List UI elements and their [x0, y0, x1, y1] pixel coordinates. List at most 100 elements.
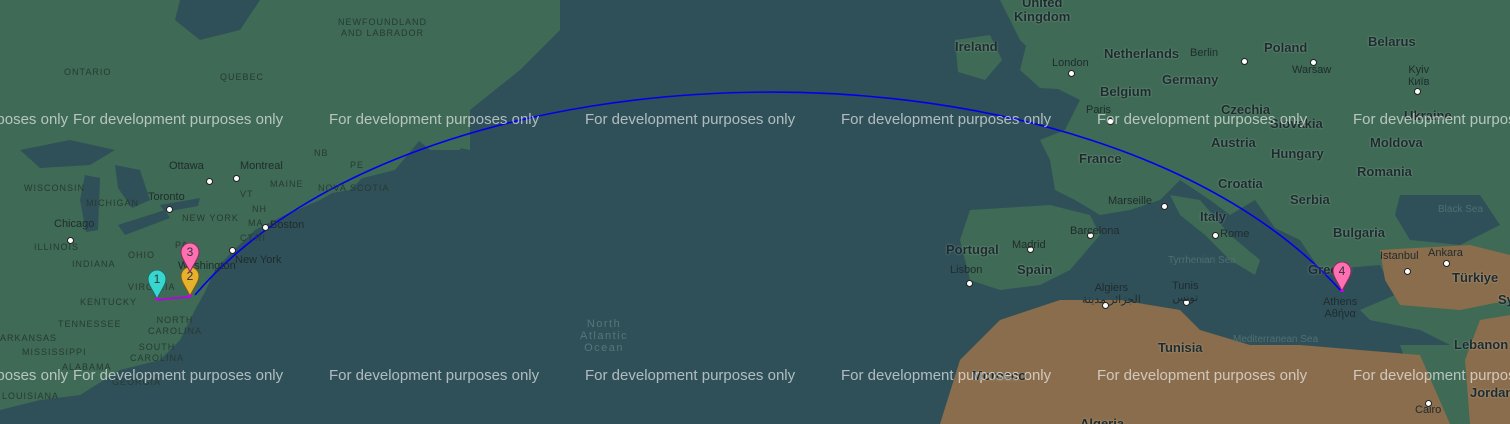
label-rome: Rome — [1220, 228, 1250, 240]
label-czechia: Czechia — [1221, 102, 1271, 117]
map-marker-2[interactable]: 2 — [180, 267, 200, 297]
marker-number: 4 — [1338, 264, 1346, 278]
boston-dot — [262, 224, 269, 231]
label-nh: NH — [252, 204, 267, 214]
watermark-text: For development purposes only — [1097, 111, 1308, 128]
marker-number: 3 — [186, 245, 194, 259]
label-turkiye: Türkiye — [1452, 270, 1499, 285]
watermark-text: For development purposes only — [1353, 111, 1510, 128]
label-ukraine: Ukraine — [1404, 108, 1452, 123]
label-slovakia: Slovakia — [1270, 116, 1323, 131]
new-york-dot — [229, 247, 236, 254]
map-pin-icon — [1332, 262, 1352, 292]
ireland-land — [955, 35, 1002, 80]
label-indiana: INDIANA — [72, 259, 116, 269]
label-ottawa: Ottawa — [169, 160, 204, 172]
map-marker-3[interactable]: 3 — [180, 243, 200, 273]
watermark-text: For development purposes only — [73, 367, 284, 384]
label-romania: Romania — [1357, 164, 1412, 179]
marker-number: 2 — [186, 269, 194, 283]
warsaw-dot — [1310, 59, 1317, 66]
label-france: France — [1079, 151, 1122, 166]
label-syria: Sy — [1498, 292, 1510, 307]
label-portugal: Portugal — [946, 242, 999, 257]
label-lebanon: Lebanon — [1454, 337, 1509, 352]
map-pin-icon — [180, 243, 200, 273]
watermark-text: For development purposes only — [0, 111, 69, 128]
map-marker-4[interactable]: 4 — [1332, 262, 1352, 292]
black-sea-water — [1395, 195, 1500, 245]
label-nb: NB — [314, 148, 329, 158]
hudson-strait-water — [175, 0, 260, 40]
label-tunisia: Tunisia — [1158, 340, 1203, 355]
label-montreal: Montreal — [240, 160, 283, 172]
watermark-text: For development purposes only — [841, 111, 1052, 128]
nova-scotia-land — [300, 165, 370, 195]
label-marseille: Marseille — [1108, 195, 1153, 207]
label-lisbon: Lisbon — [950, 264, 983, 276]
label-black-sea: Black Sea — [1438, 204, 1484, 215]
north-africa-land — [940, 300, 1450, 424]
label-italy: Italy — [1200, 209, 1227, 224]
label-austria: Austria — [1211, 135, 1256, 150]
label-barcelona: Barcelona — [1070, 225, 1120, 237]
label-berlin: Berlin — [1190, 47, 1219, 59]
label-ankara: Ankara — [1428, 247, 1463, 259]
map-pin-icon — [147, 270, 167, 300]
label-toronto: Toronto — [148, 191, 185, 203]
label-nova-scotia: NOVA SCOTIA — [318, 183, 390, 193]
label-tunis: Tunis تونس — [1172, 280, 1199, 304]
marseille-dot — [1161, 203, 1168, 210]
label-vt: VT — [240, 189, 254, 199]
label-louisiana: LOUISIANA — [2, 391, 60, 401]
label-morocco: Morocco — [972, 368, 1027, 383]
label-ct: CT — [240, 233, 254, 243]
label-newfoundland: NEWFOUNDLAND AND LABRADOR — [338, 17, 428, 38]
london-dot — [1068, 70, 1075, 77]
lake-michigan — [80, 175, 100, 232]
mediterranean-water — [1000, 280, 1450, 345]
istanbul-dot — [1404, 268, 1411, 275]
cairo-dot — [1425, 400, 1432, 407]
berlin-dot — [1241, 58, 1248, 65]
anatolia-land — [1380, 245, 1510, 310]
label-madrid: Madrid — [1012, 239, 1046, 251]
label-united-kingdom: United Kingdom — [1014, 0, 1071, 24]
kyiv-dot — [1414, 88, 1421, 95]
label-new-york-city: New York — [235, 254, 282, 266]
marker-number: 1 — [153, 272, 161, 286]
label-south-carolina: SOUTH CAROLINA — [130, 342, 185, 363]
label-serbia: Serbia — [1290, 192, 1330, 207]
label-algeria: Algeria — [1080, 416, 1125, 424]
label-maine: MAINE — [270, 179, 304, 189]
madrid-dot — [1027, 246, 1034, 253]
label-north-atlantic-ocean: North Atlantic Ocean — [580, 318, 629, 354]
watermark-text: For development purposes only — [329, 111, 540, 128]
watermark-text: For development purposes only — [585, 367, 796, 384]
label-boston: Boston — [270, 219, 305, 231]
label-quebec: QUEBEC — [220, 72, 265, 82]
label-netherlands: Netherlands — [1104, 46, 1180, 61]
watermark-text: For development purposes only — [1097, 367, 1308, 384]
map-marker-1[interactable]: 1 — [147, 270, 167, 300]
label-illinois: ILLINOIS — [34, 242, 80, 252]
watermark-text: For development purposes only — [0, 367, 69, 384]
label-algiers: Algiers الجزائر مدينة — [1082, 282, 1141, 306]
label-bulgaria: Bulgaria — [1333, 225, 1386, 240]
algiers-dot — [1102, 302, 1109, 309]
label-tennessee: TENNESSEE — [58, 319, 122, 329]
chicago-dot — [67, 237, 74, 244]
lake-superior — [20, 140, 115, 168]
label-kyiv: Kyiv Київ — [1408, 64, 1430, 88]
label-spain: Spain — [1017, 262, 1053, 277]
label-pa: PA — [175, 240, 189, 250]
label-new-york-state: NEW YORK — [182, 213, 239, 223]
label-mississippi: MISSISSIPPI — [22, 347, 87, 357]
label-ohio: OHIO — [128, 250, 156, 260]
north-america-land — [0, 0, 560, 410]
label-chicago: Chicago — [54, 218, 95, 230]
lake-huron — [115, 165, 150, 208]
lisbon-dot — [966, 280, 973, 287]
route-arc — [194, 91, 1343, 296]
